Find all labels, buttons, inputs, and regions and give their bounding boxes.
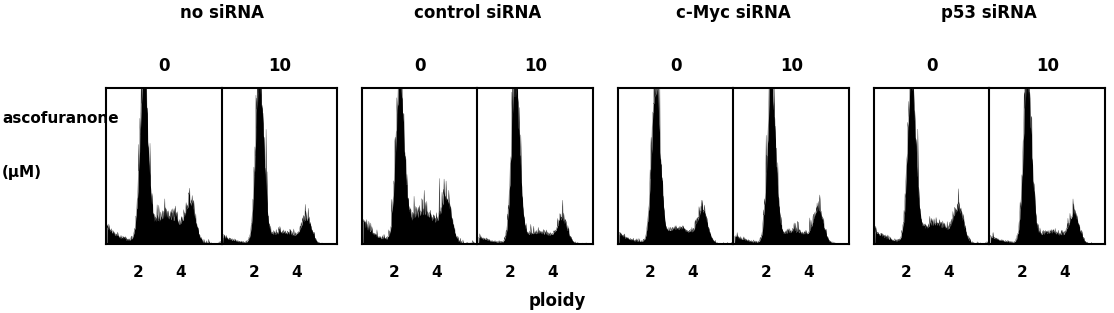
Text: 0: 0 xyxy=(158,57,169,75)
Text: 4: 4 xyxy=(687,265,698,280)
Text: 2: 2 xyxy=(248,265,260,280)
Text: 2: 2 xyxy=(389,265,400,280)
Text: 10: 10 xyxy=(267,57,291,75)
Text: 4: 4 xyxy=(944,265,955,280)
Text: 10: 10 xyxy=(780,57,803,75)
Text: 2: 2 xyxy=(645,265,655,280)
Text: 2: 2 xyxy=(761,265,771,280)
Text: 2: 2 xyxy=(505,265,516,280)
Text: 4: 4 xyxy=(431,265,442,280)
Text: 10: 10 xyxy=(524,57,547,75)
Text: no siRNA: no siRNA xyxy=(179,3,264,22)
Text: 4: 4 xyxy=(803,265,814,280)
Text: 2: 2 xyxy=(133,265,144,280)
Text: 10: 10 xyxy=(1036,57,1058,75)
Text: 4: 4 xyxy=(176,265,186,280)
Text: (μM): (μM) xyxy=(2,165,42,180)
Text: 0: 0 xyxy=(670,57,682,75)
Text: c-Myc siRNA: c-Myc siRNA xyxy=(676,3,791,22)
Text: 4: 4 xyxy=(1059,265,1069,280)
Text: p53 siRNA: p53 siRNA xyxy=(941,3,1037,22)
Text: ascofuranone: ascofuranone xyxy=(2,111,119,126)
Text: 0: 0 xyxy=(414,57,426,75)
Text: 2: 2 xyxy=(1016,265,1027,280)
Text: 0: 0 xyxy=(926,57,937,75)
Text: ploidy: ploidy xyxy=(528,292,586,310)
Text: 2: 2 xyxy=(901,265,911,280)
Text: 4: 4 xyxy=(547,265,558,280)
Text: control siRNA: control siRNA xyxy=(414,3,541,22)
Text: 4: 4 xyxy=(292,265,302,280)
